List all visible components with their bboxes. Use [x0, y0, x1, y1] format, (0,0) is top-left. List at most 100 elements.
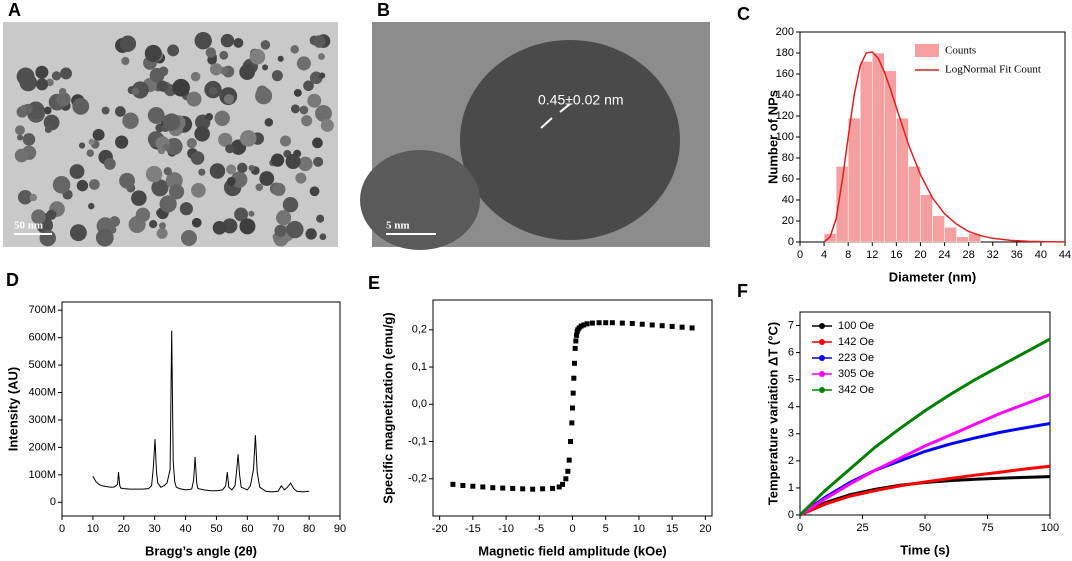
y-tick-label: 0: [788, 509, 794, 521]
particle: [69, 224, 87, 242]
particle: [194, 126, 210, 142]
particle: [264, 118, 274, 127]
x-tick-label: 25: [856, 522, 868, 534]
particle: [303, 80, 314, 92]
particle: [262, 64, 269, 71]
y-tick-label: 60: [782, 173, 794, 185]
x-tick-label: -5: [534, 523, 544, 535]
particle: [31, 209, 46, 225]
x-tick-label: 4: [821, 249, 827, 261]
particle: [239, 218, 256, 235]
x-tick-label: 80: [303, 523, 315, 535]
particle: [209, 163, 226, 179]
particle: [159, 222, 166, 230]
y-axis-label: Number of NPs: [765, 90, 780, 184]
point: [659, 323, 665, 329]
point: [470, 483, 476, 489]
particle: [93, 132, 101, 141]
x-tick-label: 75: [981, 522, 993, 534]
x-axis-label: Magnetic field amplitude (kOe): [478, 543, 667, 558]
y-tick-label: 180: [776, 47, 794, 59]
particle: [315, 104, 332, 122]
point: [568, 439, 574, 445]
particle: [159, 195, 177, 213]
particle: [172, 78, 190, 97]
particle: [191, 183, 206, 198]
x-axis-label: Time (s): [900, 542, 950, 557]
particle: [298, 156, 313, 172]
particles: [14, 32, 334, 247]
particle: [122, 112, 139, 129]
x-tick-label: 32: [987, 249, 999, 261]
bar: [944, 227, 957, 243]
particle: [52, 175, 71, 194]
y-tick-label: 20: [782, 215, 794, 227]
point: [569, 420, 575, 426]
y-tick-label: 200: [776, 26, 794, 38]
point: [530, 486, 536, 492]
x-tick-label: 10: [633, 523, 645, 535]
particle: [165, 137, 183, 156]
bar: [884, 70, 897, 243]
y-tick-label: 160: [776, 68, 794, 80]
bar: [847, 117, 861, 243]
point: [573, 338, 579, 344]
x-tick-label: 90: [334, 523, 346, 535]
y-axis-label: Intensity (AU): [5, 367, 20, 452]
x-tick-label: 16: [890, 249, 902, 261]
particle: [282, 196, 299, 213]
particle: [318, 53, 325, 61]
bar: [932, 215, 945, 243]
y-tick-label: 0,2: [412, 324, 427, 336]
image-a: 50 nm: [3, 22, 338, 247]
legend-marker: [819, 355, 825, 361]
particle: [14, 148, 29, 163]
point: [500, 485, 506, 491]
particle: [39, 229, 56, 247]
scale-label: 5 nm: [386, 220, 410, 232]
particle: [15, 125, 25, 136]
panel-label: B: [377, 0, 390, 20]
point: [556, 484, 562, 490]
point: [581, 322, 587, 328]
particle: [60, 67, 72, 80]
bar: [920, 194, 933, 243]
point: [450, 481, 456, 487]
particle: [19, 73, 37, 92]
point: [589, 320, 595, 326]
x-tick-label: -10: [498, 523, 514, 535]
particle: [198, 168, 206, 176]
x-tick-label: 30: [149, 523, 161, 535]
particle: [86, 149, 94, 157]
particle: [114, 106, 126, 117]
particle: [56, 92, 71, 107]
particle: [293, 88, 302, 97]
particle: [309, 186, 320, 197]
legend-marker: [819, 339, 825, 345]
particle: [319, 72, 326, 79]
particle: [17, 134, 24, 141]
particle: [226, 164, 237, 175]
particle: [131, 190, 147, 206]
particle: [271, 70, 283, 82]
line: [799, 393, 1051, 517]
particle: [360, 150, 480, 250]
particle: [156, 227, 168, 239]
point: [584, 321, 590, 327]
particle: [168, 184, 185, 200]
line: [799, 464, 1051, 517]
point: [603, 320, 609, 326]
particle: [88, 138, 95, 145]
x-tick-label: 0: [569, 523, 575, 535]
particle: [135, 207, 151, 223]
x-tick-label: 28: [963, 249, 975, 261]
particle: [51, 71, 62, 81]
particle: [313, 35, 326, 48]
particle: [260, 40, 271, 50]
x-tick-label: 5: [603, 523, 609, 535]
particle: [147, 107, 165, 124]
x-tick-label: 50: [919, 522, 931, 534]
particle: [191, 217, 202, 228]
particle: [163, 167, 172, 176]
